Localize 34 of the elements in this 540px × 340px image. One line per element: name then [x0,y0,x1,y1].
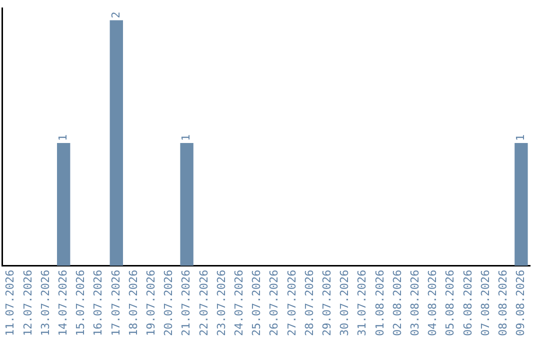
x-tick-label: 16.07.2026 [92,270,105,336]
x-tick-label: 20.07.2026 [162,270,176,336]
x-tick-label: 09.08.2026 [514,270,528,336]
x-tick-label: 29.07.2026 [320,270,334,336]
x-tick-label: 28.07.2026 [302,270,316,336]
x-tick-label: 14.07.2026 [56,270,70,336]
x-tick-label: 12.07.2026 [21,270,34,336]
x-tick-label: 18.07.2026 [126,270,140,336]
x-tick-label: 23.07.2026 [214,270,228,336]
x-tick-label: 01.08.2026 [373,270,386,336]
x-tick-label: 31.07.2026 [356,270,369,336]
x-tick-label: 06.08.2026 [461,270,474,336]
data-label: 1 [56,134,70,142]
x-tick-label: 04.08.2026 [426,270,440,336]
x-tick-label: 11.07.2026 [4,270,17,336]
x-tick-label: 05.08.2026 [444,270,457,336]
x-tick-label: 17.07.2026 [109,270,122,336]
x-tick-label: 15.07.2026 [74,270,88,336]
x-tick-label: 03.08.2026 [408,270,422,336]
x-tick-label: 02.08.2026 [390,270,404,336]
x-tick-label: 21.07.2026 [180,270,193,336]
data-label: 2 [109,12,122,18]
x-tick-label: 24.07.2026 [232,270,246,336]
x-tick-label: 08.08.2026 [496,270,510,336]
data-label: 1 [180,134,193,142]
x-tick-label: 30.07.2026 [338,270,352,336]
x-tick-label: 26.07.2026 [268,270,281,336]
x-tick-label: 27.07.2026 [285,270,298,336]
x-tick-label: 25.07.2026 [250,270,264,336]
x-tick-label: 19.07.2026 [144,270,158,336]
data-label: 1 [514,134,528,142]
x-tick-label: 07.08.2026 [478,270,492,336]
x-tick-label: 13.07.2026 [38,270,52,336]
x-tick-label: 22.07.2026 [197,270,210,336]
